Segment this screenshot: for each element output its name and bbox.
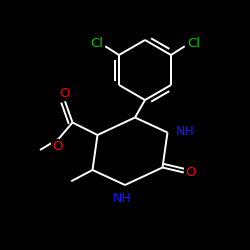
Text: O: O [60,87,70,100]
Text: O: O [52,140,63,153]
Text: Cl: Cl [187,37,200,50]
Text: O: O [186,166,196,179]
Text: Cl: Cl [90,37,103,50]
Text: NH: NH [176,125,195,138]
Text: NH: NH [113,192,132,205]
